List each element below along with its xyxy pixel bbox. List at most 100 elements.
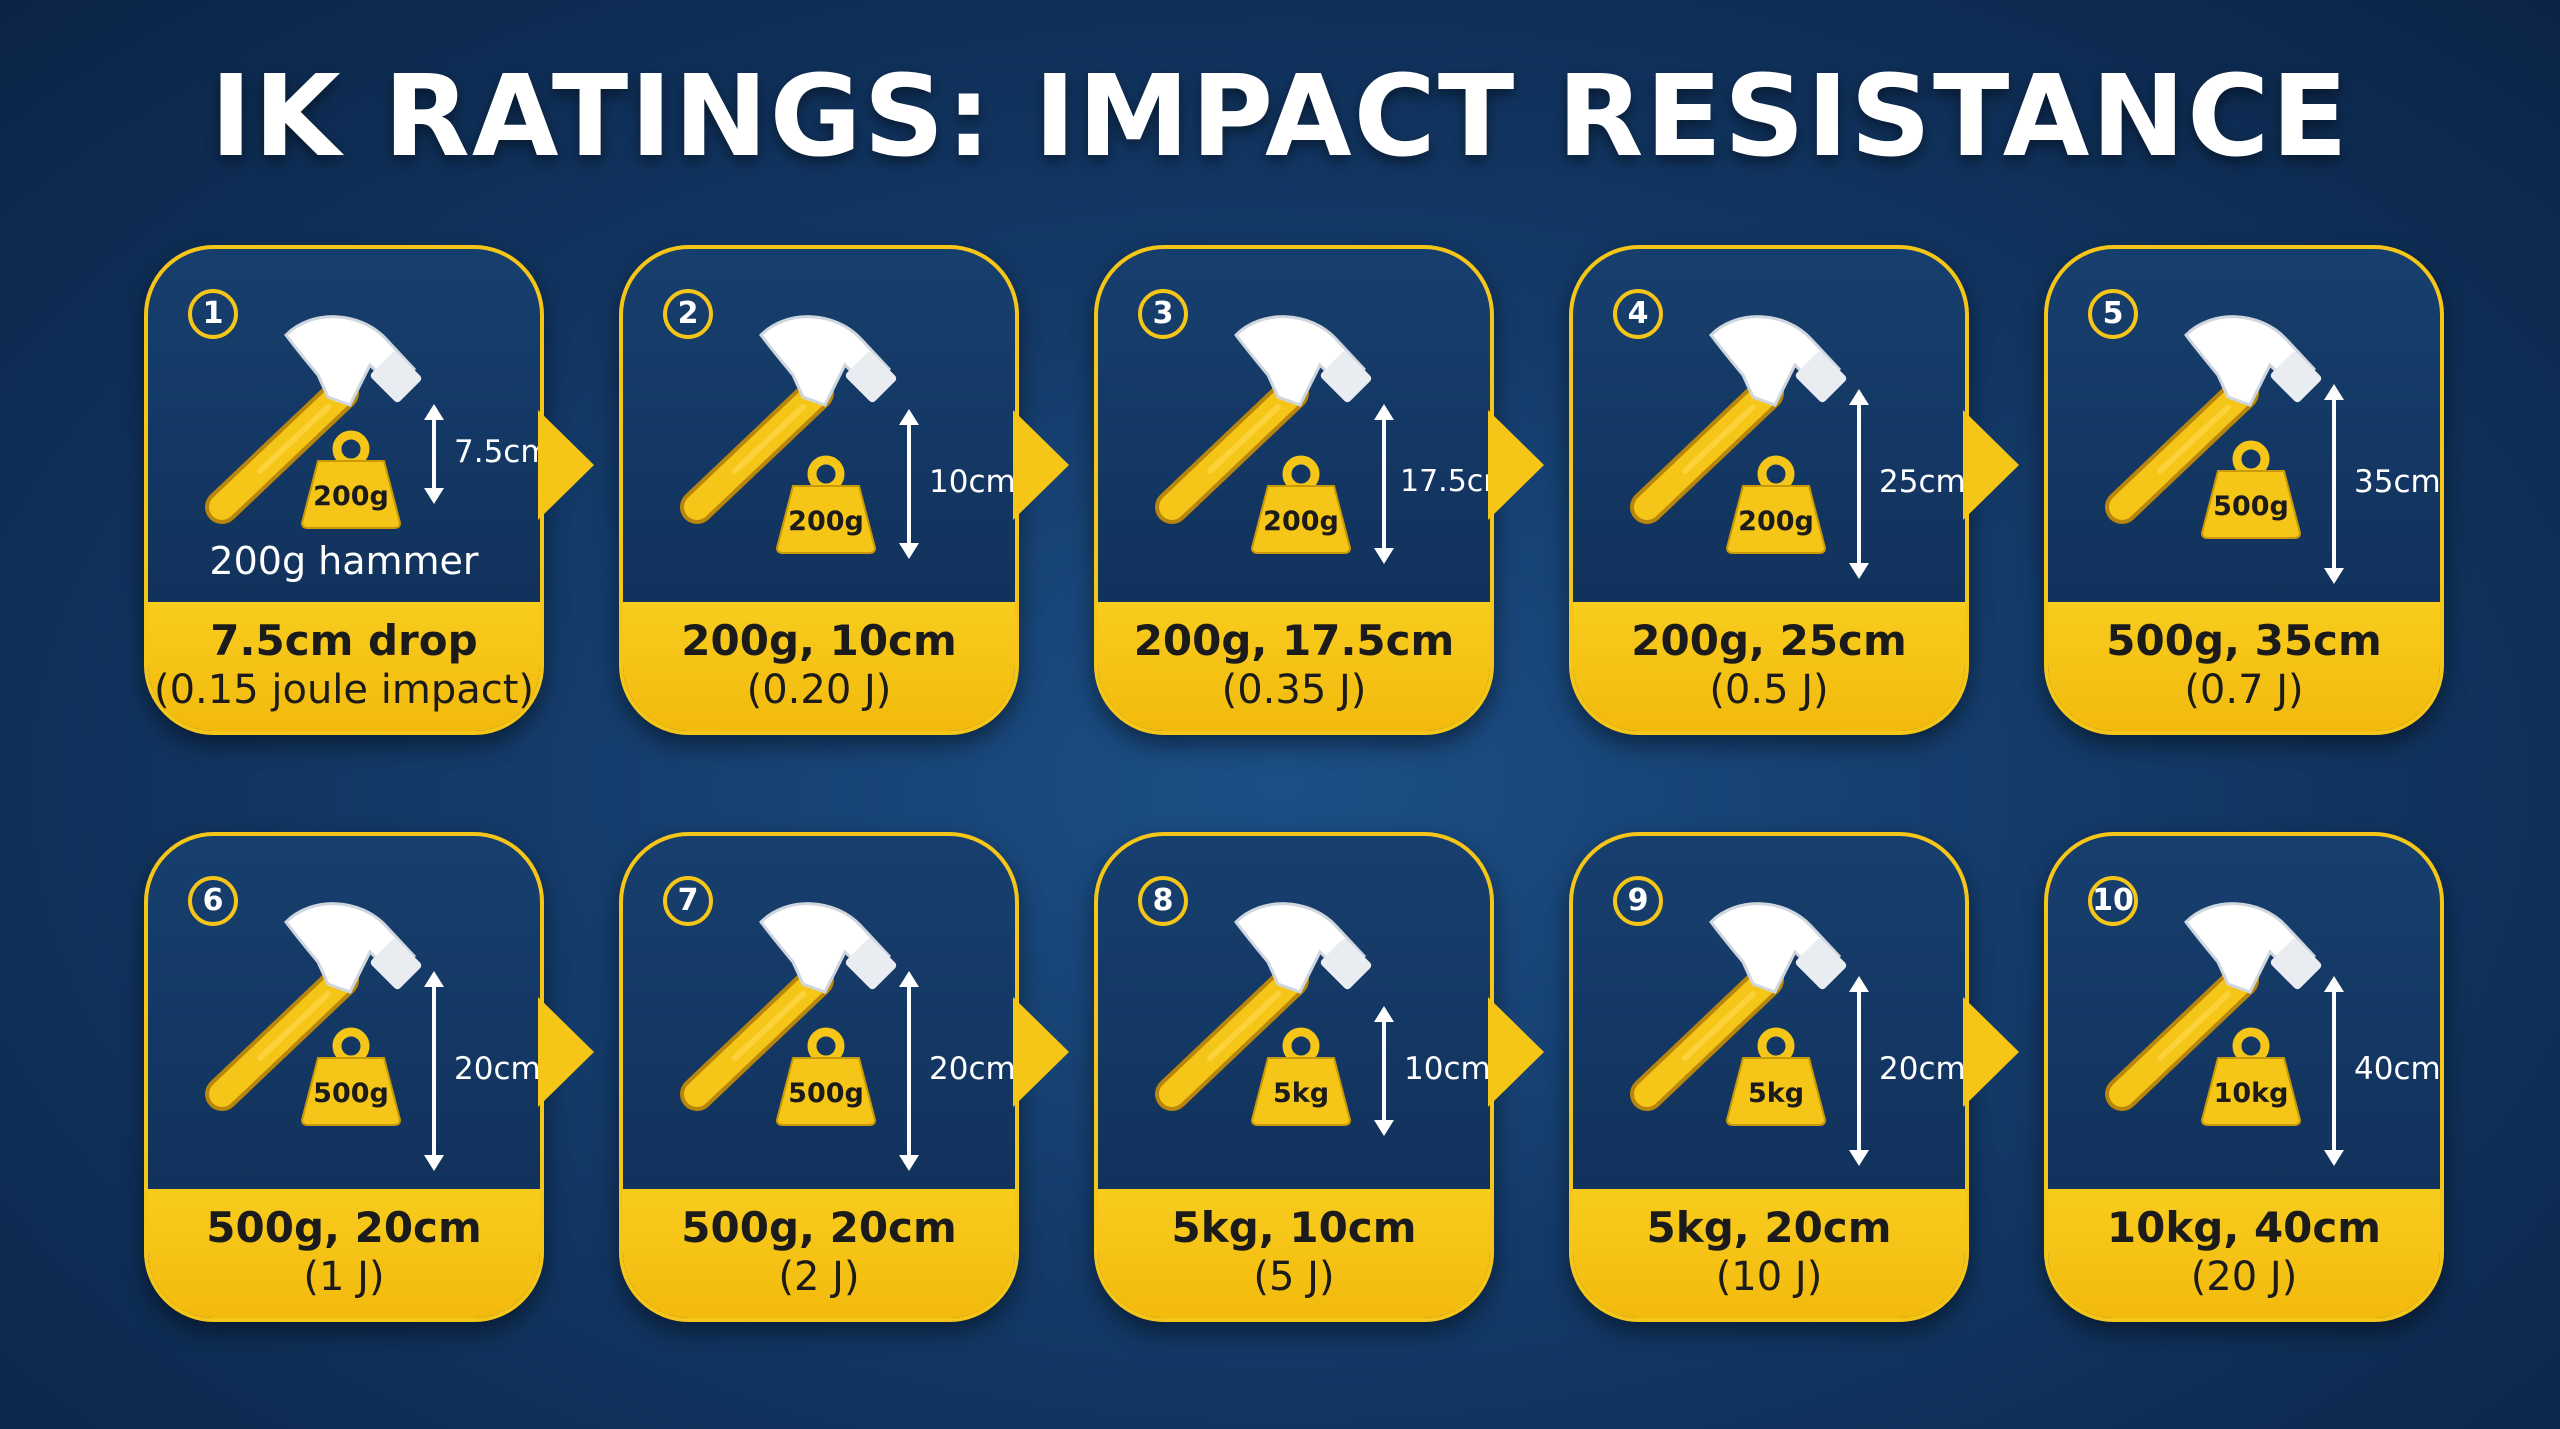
drop-height-label: 17.5cm xyxy=(1400,464,1490,499)
rating-number-badge: 3 xyxy=(1138,289,1188,339)
rating-spec-band: 500g, 20cm (2 J) xyxy=(623,1189,1015,1318)
rating-spec-band: 500g, 20cm (1 J) xyxy=(148,1189,540,1318)
weight-icon xyxy=(775,1027,877,1126)
rating-spec-band: 7.5cm drop (0.15 joule impact) xyxy=(148,602,540,731)
hammer-icon xyxy=(205,902,422,1111)
impact-spec: 5kg, 10cm xyxy=(1171,1203,1417,1252)
drop-height-arrow xyxy=(1374,1006,1394,1136)
drop-height-label: 10cm xyxy=(929,464,1016,500)
hammer-icon xyxy=(680,902,897,1111)
rating-spec-band: 500g, 35cm (0.7 J) xyxy=(2048,602,2440,731)
rating-number-badge: 10 xyxy=(2088,876,2138,926)
impact-spec: 200g, 25cm xyxy=(1631,616,1907,665)
weight-icon xyxy=(1725,1027,1827,1126)
card-illustration: 8 5kg 10cm xyxy=(1098,836,1490,1189)
page-title: IK RATINGS: IMPACT RESISTANCE xyxy=(210,52,2350,182)
weight-icon xyxy=(1250,455,1352,554)
next-arrow-icon xyxy=(1488,997,1544,1107)
weight-label: 500g xyxy=(788,1078,864,1109)
ik-card-10: 10 10kg 40cm 10kg, 40cm (20 J) xyxy=(2044,832,2444,1322)
next-arrow-icon xyxy=(538,410,594,520)
next-arrow-icon xyxy=(1963,997,2019,1107)
drop-height-arrow xyxy=(424,971,444,1171)
drop-height-arrow xyxy=(2324,384,2344,584)
hammer-icon xyxy=(2105,315,2322,524)
drop-height-label: 20cm xyxy=(454,1051,541,1087)
weight-icon xyxy=(775,455,877,554)
ik-card-2: 2 200g 10cm 200g, 10cm (0.20 J) xyxy=(619,245,1019,735)
card-illustration: 7 500g 20cm xyxy=(623,836,1015,1189)
ik-card-9: 9 5kg 20cm 5kg, 20cm (10 J) xyxy=(1569,832,1969,1322)
next-arrow-icon xyxy=(538,997,594,1107)
rating-number-badge: 6 xyxy=(188,876,238,926)
impact-energy: (0.15 joule impact) xyxy=(153,667,535,713)
impact-energy: (0.35 J) xyxy=(1221,667,1367,713)
drop-height-label: 10cm xyxy=(1404,1051,1491,1087)
impact-spec: 500g, 20cm xyxy=(206,1203,482,1252)
rating-spec-band: 200g, 17.5cm (0.35 J) xyxy=(1098,602,1490,731)
weight-label: 5kg xyxy=(1747,1078,1805,1109)
card-illustration: 5 500g 35cm xyxy=(2048,249,2440,602)
impact-energy: (0.5 J) xyxy=(1709,667,1829,713)
card-illustration: 4 200g 25cm xyxy=(1573,249,1965,602)
impact-energy: (5 J) xyxy=(1253,1254,1335,1300)
hammer-icon xyxy=(1630,315,1847,524)
weight-label: 500g xyxy=(2213,491,2289,522)
hammer-icon xyxy=(205,315,422,524)
weight-icon xyxy=(1725,455,1827,554)
next-arrow-icon xyxy=(1488,410,1544,520)
weight-icon xyxy=(2200,1027,2302,1126)
impact-spec: 10kg, 40cm xyxy=(2106,1203,2382,1252)
ik-card-5: 5 500g 35cm 500g, 35cm (0.7 J) xyxy=(2044,245,2444,735)
weight-icon xyxy=(300,1027,402,1126)
rating-number-badge: 4 xyxy=(1613,289,1663,339)
hammer-icon xyxy=(1630,902,1847,1111)
impact-spec: 7.5cm drop xyxy=(210,616,478,665)
weight-label: 200g xyxy=(1263,506,1339,537)
card-illustration: 1 200g 7.5cm 200g hammer xyxy=(148,249,540,602)
drop-height-arrow xyxy=(899,971,919,1171)
card-illustration: 3 200g 17.5cm xyxy=(1098,249,1490,602)
impact-energy: (0.7 J) xyxy=(2184,667,2304,713)
drop-height-label: 7.5cm xyxy=(454,434,544,470)
rating-spec-band: 10kg, 40cm (20 J) xyxy=(2048,1189,2440,1318)
hammer-caption: 200g hammer xyxy=(209,539,479,583)
drop-height-arrow xyxy=(899,409,919,559)
weight-icon xyxy=(2200,440,2302,539)
drop-height-label: 20cm xyxy=(929,1051,1016,1087)
rating-number-badge: 9 xyxy=(1613,876,1663,926)
weight-label: 200g xyxy=(788,506,864,537)
hammer-icon xyxy=(2105,902,2322,1111)
rating-spec-band: 5kg, 20cm (10 J) xyxy=(1573,1189,1965,1318)
ik-card-7: 7 500g 20cm 500g, 20cm (2 J) xyxy=(619,832,1019,1322)
impact-energy: (20 J) xyxy=(2190,1254,2298,1300)
rating-number-badge: 1 xyxy=(188,289,238,339)
ik-card-4: 4 200g 25cm 200g, 25cm (0.5 J) xyxy=(1569,245,1969,735)
drop-height-label: 35cm xyxy=(2354,464,2441,500)
weight-label: 5kg xyxy=(1272,1078,1330,1109)
hammer-icon xyxy=(1155,315,1372,524)
ik-card-8: 8 5kg 10cm 5kg, 10cm (5 J) xyxy=(1094,832,1494,1322)
next-arrow-icon xyxy=(1013,410,1069,520)
drop-height-label: 20cm xyxy=(1879,1051,1966,1087)
rating-spec-band: 5kg, 10cm (5 J) xyxy=(1098,1189,1490,1318)
weight-label: 500g xyxy=(313,1078,389,1109)
ik-card-6: 6 500g 20cm 500g, 20cm (1 J) xyxy=(144,832,544,1322)
impact-spec: 5kg, 20cm xyxy=(1646,1203,1892,1252)
impact-spec: 500g, 35cm xyxy=(2106,616,2382,665)
rating-number-badge: 2 xyxy=(663,289,713,339)
drop-height-label: 25cm xyxy=(1879,464,1966,500)
card-illustration: 6 500g 20cm xyxy=(148,836,540,1189)
weight-label: 10kg xyxy=(2213,1078,2289,1109)
weight-label: 200g xyxy=(1738,506,1814,537)
weight-label: 200g xyxy=(313,481,389,512)
impact-energy: (2 J) xyxy=(778,1254,860,1300)
rating-spec-band: 200g, 10cm (0.20 J) xyxy=(623,602,1015,731)
ik-card-1: 1 200g 7.5cm 200g hammer 7.5cm drop (0.15 jou… xyxy=(144,245,544,735)
impact-spec: 200g, 17.5cm xyxy=(1133,616,1455,665)
next-arrow-icon xyxy=(1013,997,1069,1107)
next-arrow-icon xyxy=(1963,410,2019,520)
card-illustration: 2 200g 10cm xyxy=(623,249,1015,602)
rating-number-badge: 8 xyxy=(1138,876,1188,926)
